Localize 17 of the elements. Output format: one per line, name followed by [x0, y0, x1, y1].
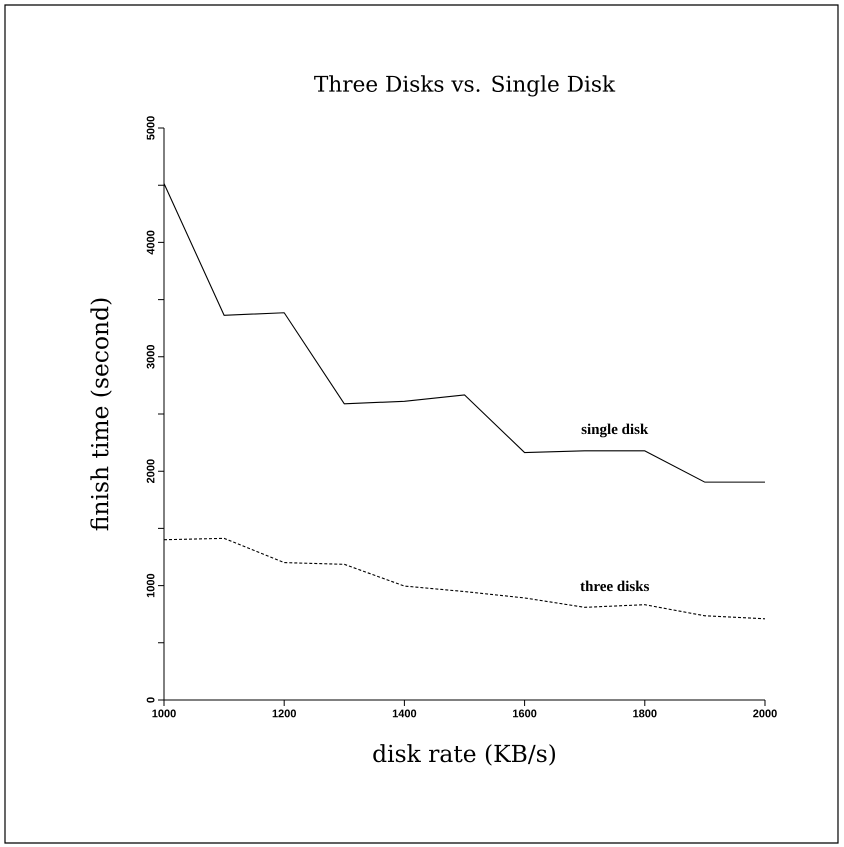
y-tick-label: 4000: [146, 230, 154, 254]
y-tick-label: 1000: [146, 574, 154, 598]
y-tick-label: 3000: [146, 345, 154, 369]
y-tick-label: 5000: [146, 116, 154, 140]
x-tick-label: 1000: [152, 710, 176, 718]
series-label: single disk: [582, 424, 648, 438]
x-tick-label: 1600: [513, 710, 536, 718]
y-axis-title: finish time (second): [90, 298, 112, 530]
chart-title: Three Disks vs. Single Disk: [314, 75, 616, 96]
x-tick-label: 1400: [392, 710, 416, 718]
y-tick-label: 2000: [146, 459, 154, 484]
x-tick-label: 1800: [633, 710, 657, 718]
x-tick-label: 1200: [272, 710, 296, 718]
series-label: three disks: [580, 580, 650, 592]
x-axis-title: disk rate (KB/s): [373, 744, 555, 766]
x-tick-label: 2000: [753, 710, 777, 718]
y-tick-label: 0: [146, 697, 154, 703]
